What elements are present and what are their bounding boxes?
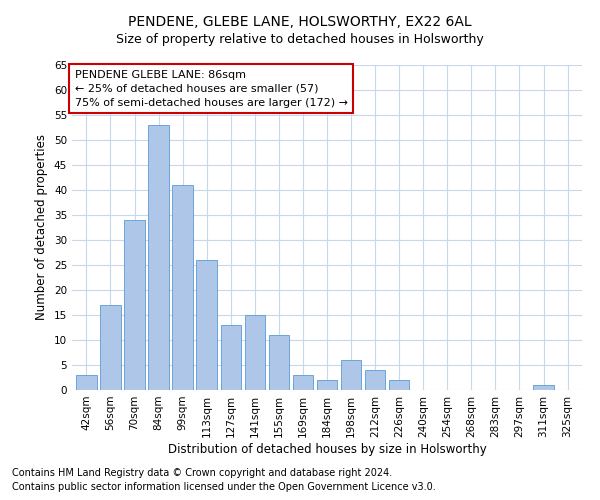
Text: PENDENE GLEBE LANE: 86sqm
← 25% of detached houses are smaller (57)
75% of semi-: PENDENE GLEBE LANE: 86sqm ← 25% of detac… [74, 70, 347, 108]
Bar [100, 305, 121, 390]
Bar [365, 370, 385, 390]
Bar [196, 260, 217, 390]
X-axis label: Distribution of detached houses by size in Holsworthy: Distribution of detached houses by size … [167, 442, 487, 456]
Bar [317, 380, 337, 390]
Bar [76, 375, 97, 390]
Bar [245, 315, 265, 390]
Bar [293, 375, 313, 390]
Bar [341, 360, 361, 390]
Bar [172, 185, 193, 390]
Bar [148, 125, 169, 390]
Y-axis label: Number of detached properties: Number of detached properties [35, 134, 49, 320]
Bar [269, 335, 289, 390]
Text: PENDENE, GLEBE LANE, HOLSWORTHY, EX22 6AL: PENDENE, GLEBE LANE, HOLSWORTHY, EX22 6A… [128, 15, 472, 29]
Text: Contains public sector information licensed under the Open Government Licence v3: Contains public sector information licen… [12, 482, 436, 492]
Bar [389, 380, 409, 390]
Bar [221, 325, 241, 390]
Text: Size of property relative to detached houses in Holsworthy: Size of property relative to detached ho… [116, 32, 484, 46]
Text: Contains HM Land Registry data © Crown copyright and database right 2024.: Contains HM Land Registry data © Crown c… [12, 468, 392, 477]
Bar [124, 220, 145, 390]
Bar [533, 385, 554, 390]
